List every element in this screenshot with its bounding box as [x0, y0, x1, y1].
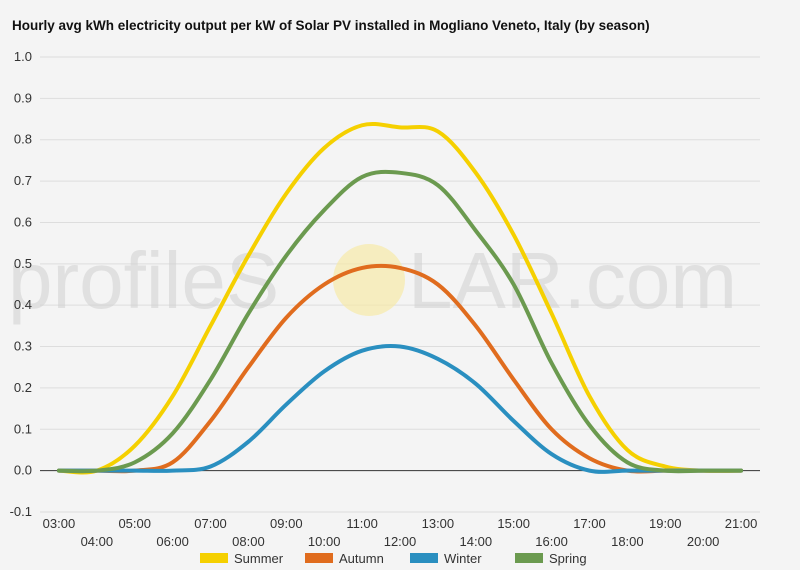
watermark: profileS LAR.com: [8, 236, 737, 325]
y-tick-label: 0.2: [14, 380, 32, 395]
x-tick-label: 08:00: [232, 534, 265, 549]
x-axis-ticks: 03:00 04:00 05:00 06:00 07:00 08:00 09:00 10:00…: [43, 516, 758, 549]
x-tick-label: 21:00: [725, 516, 758, 531]
x-tick-label: 06:00: [156, 534, 189, 549]
y-tick-label: 0.0: [14, 463, 32, 478]
legend-item-summer[interactable]: Summer: [200, 551, 284, 566]
chart-title: Hourly avg kWh electricity output per kW…: [12, 18, 650, 33]
legend-label: Winter: [444, 551, 482, 566]
x-tick-label: 17:00: [573, 516, 606, 531]
legend-label: Spring: [549, 551, 587, 566]
y-tick-label: 0.1: [14, 421, 32, 436]
x-tick-label: 07:00: [194, 516, 227, 531]
y-tick-label: 0.3: [14, 339, 32, 354]
legend-swatch: [200, 553, 228, 563]
x-tick-label: 18:00: [611, 534, 644, 549]
legend-item-spring[interactable]: Spring: [515, 551, 587, 566]
y-tick-label: 1.0: [14, 49, 32, 64]
y-tick-label: 0.8: [14, 132, 32, 147]
legend-swatch: [305, 553, 333, 563]
y-tick-label: -0.1: [10, 504, 32, 519]
watermark-text-right: LAR.com: [408, 236, 737, 325]
x-tick-label: 10:00: [308, 534, 341, 549]
legend-swatch: [515, 553, 543, 563]
legend[interactable]: Summer Autumn Winter Spring: [200, 551, 587, 566]
series-line-summer: [56, 121, 744, 475]
y-tick-label: 0.7: [14, 173, 32, 188]
x-tick-label: 05:00: [118, 516, 151, 531]
series-line-winter: [56, 344, 744, 474]
y-tick-label: 0.6: [14, 214, 32, 229]
watermark-sun-icon: [333, 244, 405, 316]
y-tick-label: 0.9: [14, 90, 32, 105]
legend-swatch: [410, 553, 438, 563]
x-tick-label: 15:00: [497, 516, 530, 531]
series-line-spring: [56, 169, 744, 474]
y-tick-label: 0.5: [14, 256, 32, 271]
series-lines: [56, 121, 744, 475]
legend-label: Autumn: [339, 551, 384, 566]
x-tick-label: 19:00: [649, 516, 682, 531]
x-tick-label: 20:00: [687, 534, 720, 549]
legend-item-autumn[interactable]: Autumn: [305, 551, 384, 566]
x-tick-label: 12:00: [384, 534, 417, 549]
x-tick-label: 16:00: [535, 534, 568, 549]
y-axis-ticks: -0.1 0.0 0.1 0.2 0.3 0.4 0.5 0.6 0.7 0.8 0.9 1.0: [10, 49, 32, 519]
y-tick-label: 0.4: [14, 297, 32, 312]
x-tick-label: 11:00: [346, 516, 378, 531]
watermark-text-left: profileS: [8, 236, 279, 325]
x-tick-label: 09:00: [270, 516, 303, 531]
x-tick-label: 03:00: [43, 516, 76, 531]
x-tick-label: 14:00: [460, 534, 493, 549]
x-tick-label: 04:00: [81, 534, 114, 549]
x-tick-label: 13:00: [422, 516, 455, 531]
legend-item-winter[interactable]: Winter: [410, 551, 482, 566]
legend-label: Summer: [234, 551, 284, 566]
